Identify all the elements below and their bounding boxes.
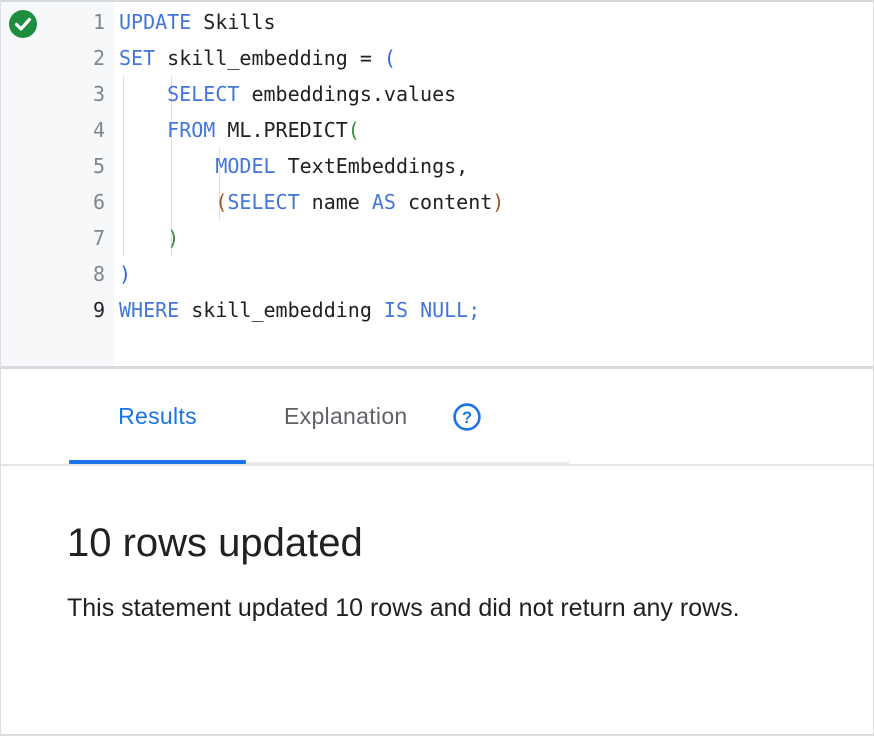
line-number: 8 (92, 262, 105, 286)
line-number: 7 (92, 226, 105, 250)
code-lines: 1 UPDATE Skills 2 SET skill_embedding = ( 3 … (1, 4, 873, 328)
code-text: FROM ML.PREDICT( (167, 118, 360, 142)
line-number: 4 (92, 118, 105, 142)
line-number: 2 (92, 46, 105, 70)
indent-guide (171, 184, 172, 220)
indent-guide (123, 112, 124, 148)
indent-guide (123, 184, 124, 220)
code-text: ) (119, 262, 132, 286)
indent-guide (171, 76, 172, 112)
line-number: 6 (92, 190, 105, 214)
editor-gutter (1, 2, 114, 366)
indent-guide (123, 220, 124, 256)
code-line: 9 WHERE skill_embedding IS NULL; (1, 292, 873, 328)
indent-guide (171, 148, 172, 184)
code-text: (SELECT name AS content) (215, 190, 505, 214)
tab-explanation[interactable]: Explanation ? (246, 369, 520, 464)
code-text: ) (167, 226, 180, 250)
tab-strip-baseline (69, 462, 569, 464)
query-success-check-icon (9, 10, 37, 38)
tab-explanation-label: Explanation (284, 403, 408, 429)
tab-strip: Results Explanation ? (69, 369, 520, 464)
code-line: 2 SET skill_embedding = ( (1, 40, 873, 76)
results-message: This statement updated 10 rows and did n… (67, 594, 740, 622)
code-text: SET skill_embedding = ( (119, 46, 396, 70)
results-panel: 10 rows updated This statement updated 1… (1, 464, 873, 734)
help-icon[interactable]: ? (452, 402, 482, 432)
code-line: 5 MODEL TextEmbeddings, (1, 148, 873, 184)
indent-guide (219, 184, 220, 220)
line-number: 1 (92, 10, 105, 34)
code-line: 4 FROM ML.PREDICT( (1, 112, 873, 148)
indent-guide (123, 148, 124, 184)
code-line: 8) (1, 256, 873, 292)
indent-guide (171, 220, 172, 256)
indent-guide (171, 112, 172, 148)
line-number: 3 (92, 82, 105, 106)
code-text: SELECT embeddings.values (167, 82, 457, 106)
code-line: 3 SELECT embeddings.values (1, 76, 873, 112)
active-tab-underline (69, 460, 246, 464)
indent-guide (123, 76, 124, 112)
code-text: UPDATE Skills (119, 10, 276, 34)
code-line: 1 UPDATE Skills (1, 4, 873, 40)
svg-text:?: ? (461, 409, 471, 427)
line-number: 9 (92, 298, 105, 322)
tab-results-label: Results (118, 403, 197, 429)
sql-code-editor[interactable]: 1 UPDATE Skills 2 SET skill_embedding = ( 3 … (1, 2, 873, 366)
results-heading: 10 rows updated (67, 521, 363, 565)
code-line: 6 (SELECT name AS content) (1, 184, 873, 220)
editor-results-divider (1, 366, 873, 369)
indent-guide (219, 148, 220, 184)
tab-results[interactable]: Results (69, 369, 246, 464)
line-number: 5 (92, 154, 105, 178)
results-tab-bar: Results Explanation ? (1, 369, 873, 464)
code-text: MODEL TextEmbeddings, (215, 154, 469, 178)
code-line: 7 ) (1, 220, 873, 256)
code-text: WHERE skill_embedding IS NULL; (119, 298, 481, 322)
